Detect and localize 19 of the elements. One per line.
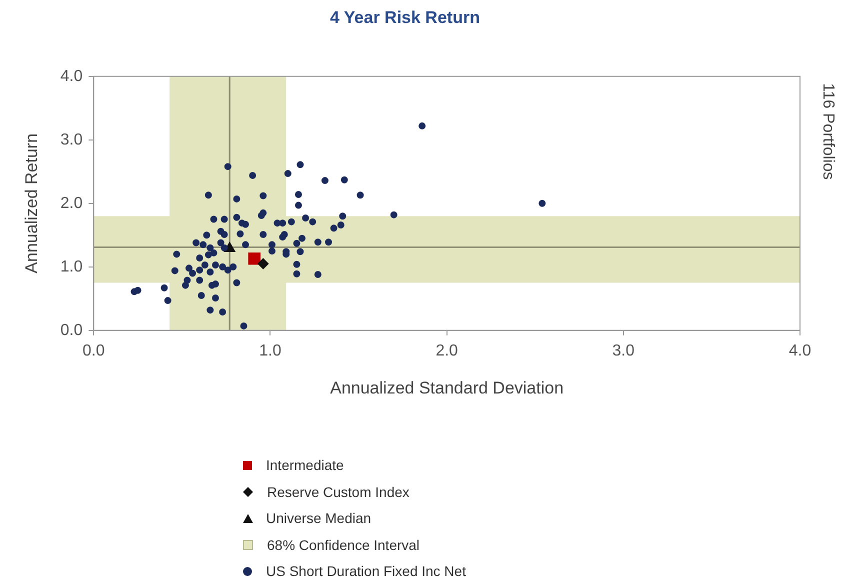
legend-label: Reserve Custom Index: [267, 482, 410, 502]
x-tick-label: 3.0: [612, 342, 635, 360]
legend-label: Intermediate: [266, 456, 344, 475]
x-tick-label: 1.0: [259, 342, 282, 360]
legend-label: Universe Median: [266, 509, 372, 528]
x-tick-label: 2.0: [436, 342, 458, 360]
x-axis-title: Annualized Standard Deviation: [330, 378, 564, 398]
x-tick-label: 0.0: [82, 342, 105, 360]
text: 116 Portfolios: [820, 83, 837, 180]
y-axis-title: Annualized Return: [22, 133, 41, 274]
x-tick-label: 4.0: [788, 342, 812, 360]
legend-label: 68% Confidence Interval: [267, 536, 420, 554]
y-tick-label: 0.0: [60, 322, 83, 339]
y-tick-label: 3.0: [60, 131, 83, 148]
y-tick-label: 1.0: [60, 258, 83, 276]
y-tick-label: 4.0: [60, 68, 83, 85]
legend-label: US Short Duration Fixed Inc Net: [266, 562, 466, 577]
y-tick-label: 2.0: [60, 194, 83, 212]
chart-title: 4 Year Risk Return: [330, 8, 480, 27]
